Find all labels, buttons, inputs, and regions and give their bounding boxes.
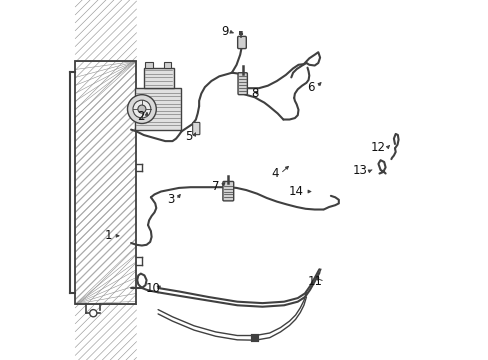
FancyBboxPatch shape xyxy=(143,68,174,88)
Text: 10: 10 xyxy=(146,282,161,295)
Circle shape xyxy=(127,95,156,123)
FancyBboxPatch shape xyxy=(192,122,200,135)
Text: 13: 13 xyxy=(352,165,367,177)
Circle shape xyxy=(133,100,150,118)
Text: 7: 7 xyxy=(211,180,219,193)
Text: 2: 2 xyxy=(137,111,144,123)
Text: 8: 8 xyxy=(251,87,258,100)
Text: 5: 5 xyxy=(184,130,192,143)
FancyBboxPatch shape xyxy=(238,73,247,95)
FancyBboxPatch shape xyxy=(237,36,246,49)
Text: 1: 1 xyxy=(104,229,112,242)
Text: 14: 14 xyxy=(288,185,303,198)
Text: 6: 6 xyxy=(306,81,314,94)
FancyBboxPatch shape xyxy=(134,88,181,130)
Text: 9: 9 xyxy=(221,25,228,38)
FancyBboxPatch shape xyxy=(145,62,153,68)
Circle shape xyxy=(89,310,97,317)
Circle shape xyxy=(138,105,145,113)
Text: 3: 3 xyxy=(166,193,174,206)
Text: 12: 12 xyxy=(370,141,385,154)
Text: 11: 11 xyxy=(307,275,322,288)
FancyBboxPatch shape xyxy=(163,62,171,68)
Polygon shape xyxy=(75,61,136,304)
Text: 4: 4 xyxy=(271,167,278,180)
FancyBboxPatch shape xyxy=(223,181,233,201)
